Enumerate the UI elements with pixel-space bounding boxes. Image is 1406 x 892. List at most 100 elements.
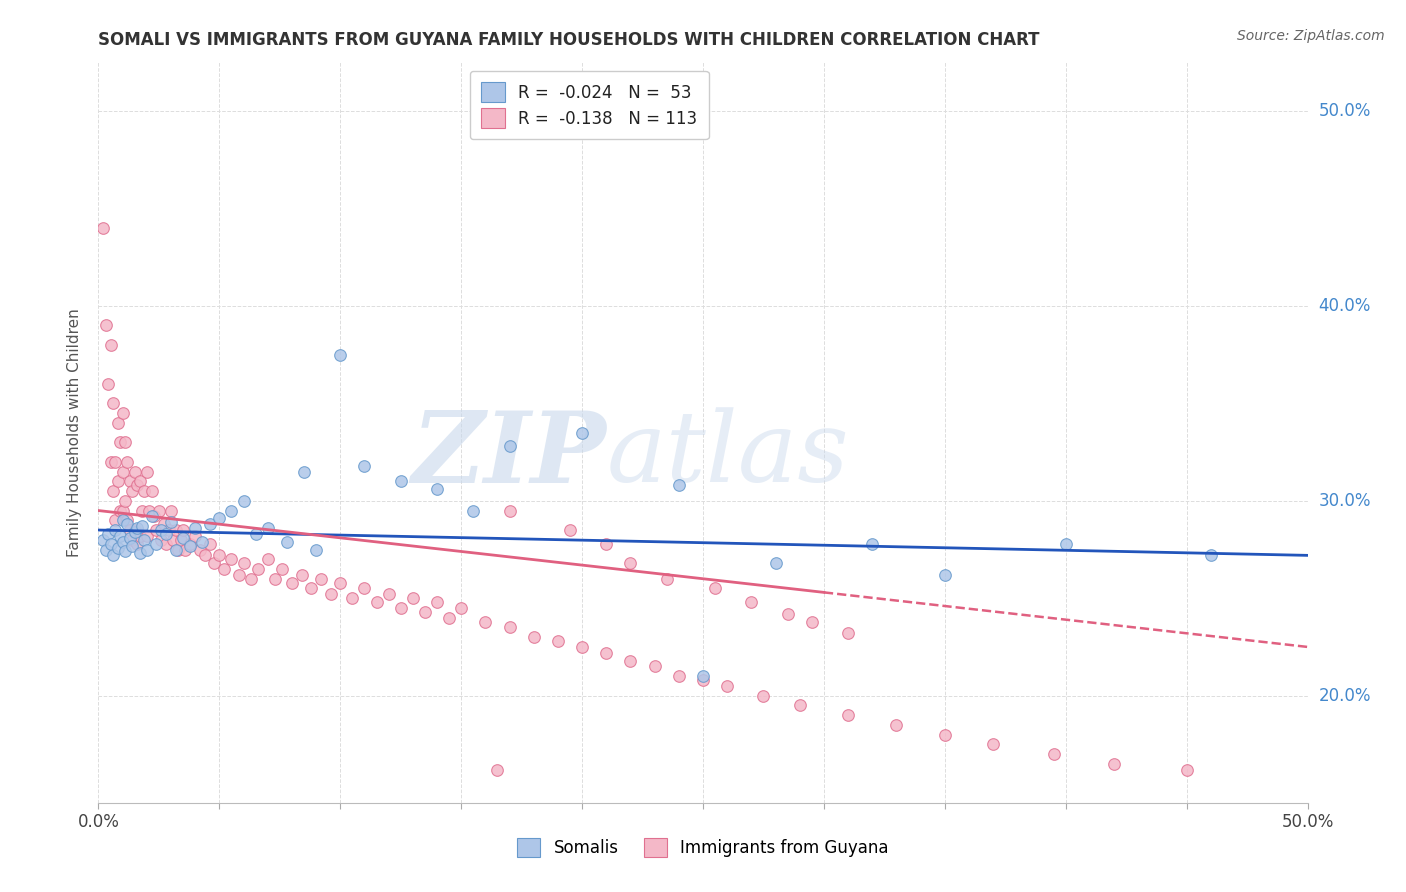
- Point: [837, 708, 859, 723]
- Point: [167, 542, 190, 557]
- Point: [402, 591, 425, 606]
- Point: [245, 527, 267, 541]
- Point: [172, 531, 194, 545]
- Point: [498, 620, 520, 634]
- Point: [104, 513, 127, 527]
- Point: [121, 539, 143, 553]
- Point: [128, 475, 150, 489]
- Point: [319, 587, 342, 601]
- Point: [1102, 756, 1125, 771]
- Point: [108, 529, 131, 543]
- Point: [169, 533, 191, 547]
- Point: [107, 416, 129, 430]
- Point: [292, 465, 315, 479]
- Point: [114, 435, 136, 450]
- Point: [450, 601, 472, 615]
- Text: 40.0%: 40.0%: [1319, 297, 1371, 315]
- Point: [208, 549, 231, 563]
- Point: [107, 541, 129, 555]
- Point: [143, 509, 166, 524]
- Point: [264, 572, 287, 586]
- Point: [474, 615, 496, 629]
- Text: 50.0%: 50.0%: [1319, 103, 1371, 120]
- Point: [141, 509, 163, 524]
- Point: [886, 718, 908, 732]
- Point: [111, 503, 134, 517]
- Point: [299, 582, 322, 596]
- Point: [256, 521, 278, 535]
- Point: [111, 534, 134, 549]
- Point: [256, 552, 278, 566]
- Point: [789, 698, 811, 713]
- Point: [94, 542, 117, 557]
- Point: [221, 503, 243, 517]
- Point: [981, 737, 1004, 751]
- Point: [1054, 536, 1077, 550]
- Point: [740, 595, 762, 609]
- Y-axis label: Family Households with Children: Family Households with Children: [67, 309, 83, 557]
- Point: [101, 396, 124, 410]
- Point: [329, 348, 352, 362]
- Point: [716, 679, 738, 693]
- Point: [184, 529, 207, 543]
- Point: [145, 523, 167, 537]
- Point: [353, 458, 375, 473]
- Point: [198, 536, 221, 550]
- Point: [619, 654, 641, 668]
- Point: [247, 562, 270, 576]
- Point: [212, 562, 235, 576]
- Point: [547, 634, 569, 648]
- Point: [752, 689, 775, 703]
- Point: [1175, 763, 1198, 777]
- Point: [127, 521, 149, 535]
- Point: [157, 523, 180, 537]
- Point: [91, 221, 114, 235]
- Point: [160, 515, 183, 529]
- Point: [100, 338, 122, 352]
- Point: [184, 521, 207, 535]
- Text: 30.0%: 30.0%: [1319, 491, 1371, 510]
- Point: [1199, 549, 1222, 563]
- Point: [117, 517, 139, 532]
- Point: [165, 523, 187, 537]
- Point: [776, 607, 799, 621]
- Point: [117, 513, 139, 527]
- Point: [135, 529, 157, 543]
- Point: [152, 517, 174, 532]
- Point: [174, 542, 197, 557]
- Point: [172, 523, 194, 537]
- Point: [208, 511, 231, 525]
- Point: [595, 536, 617, 550]
- Point: [162, 533, 184, 547]
- Point: [101, 549, 124, 563]
- Point: [571, 640, 593, 654]
- Point: [111, 406, 134, 420]
- Point: [150, 523, 173, 537]
- Point: [127, 536, 149, 550]
- Point: [135, 542, 157, 557]
- Point: [108, 503, 131, 517]
- Point: [595, 646, 617, 660]
- Point: [160, 503, 183, 517]
- Point: [191, 534, 214, 549]
- Point: [135, 465, 157, 479]
- Point: [100, 536, 122, 550]
- Point: [104, 455, 127, 469]
- Point: [498, 439, 520, 453]
- Point: [111, 513, 134, 527]
- Point: [138, 503, 160, 517]
- Point: [377, 587, 399, 601]
- Point: [121, 484, 143, 499]
- Point: [860, 536, 883, 550]
- Point: [934, 567, 956, 582]
- Point: [413, 605, 436, 619]
- Point: [366, 595, 388, 609]
- Point: [309, 572, 332, 586]
- Text: 20.0%: 20.0%: [1319, 687, 1371, 705]
- Text: atlas: atlas: [606, 407, 849, 502]
- Point: [150, 533, 173, 547]
- Point: [155, 536, 177, 550]
- Point: [118, 523, 141, 537]
- Point: [523, 630, 546, 644]
- Point: [134, 484, 156, 499]
